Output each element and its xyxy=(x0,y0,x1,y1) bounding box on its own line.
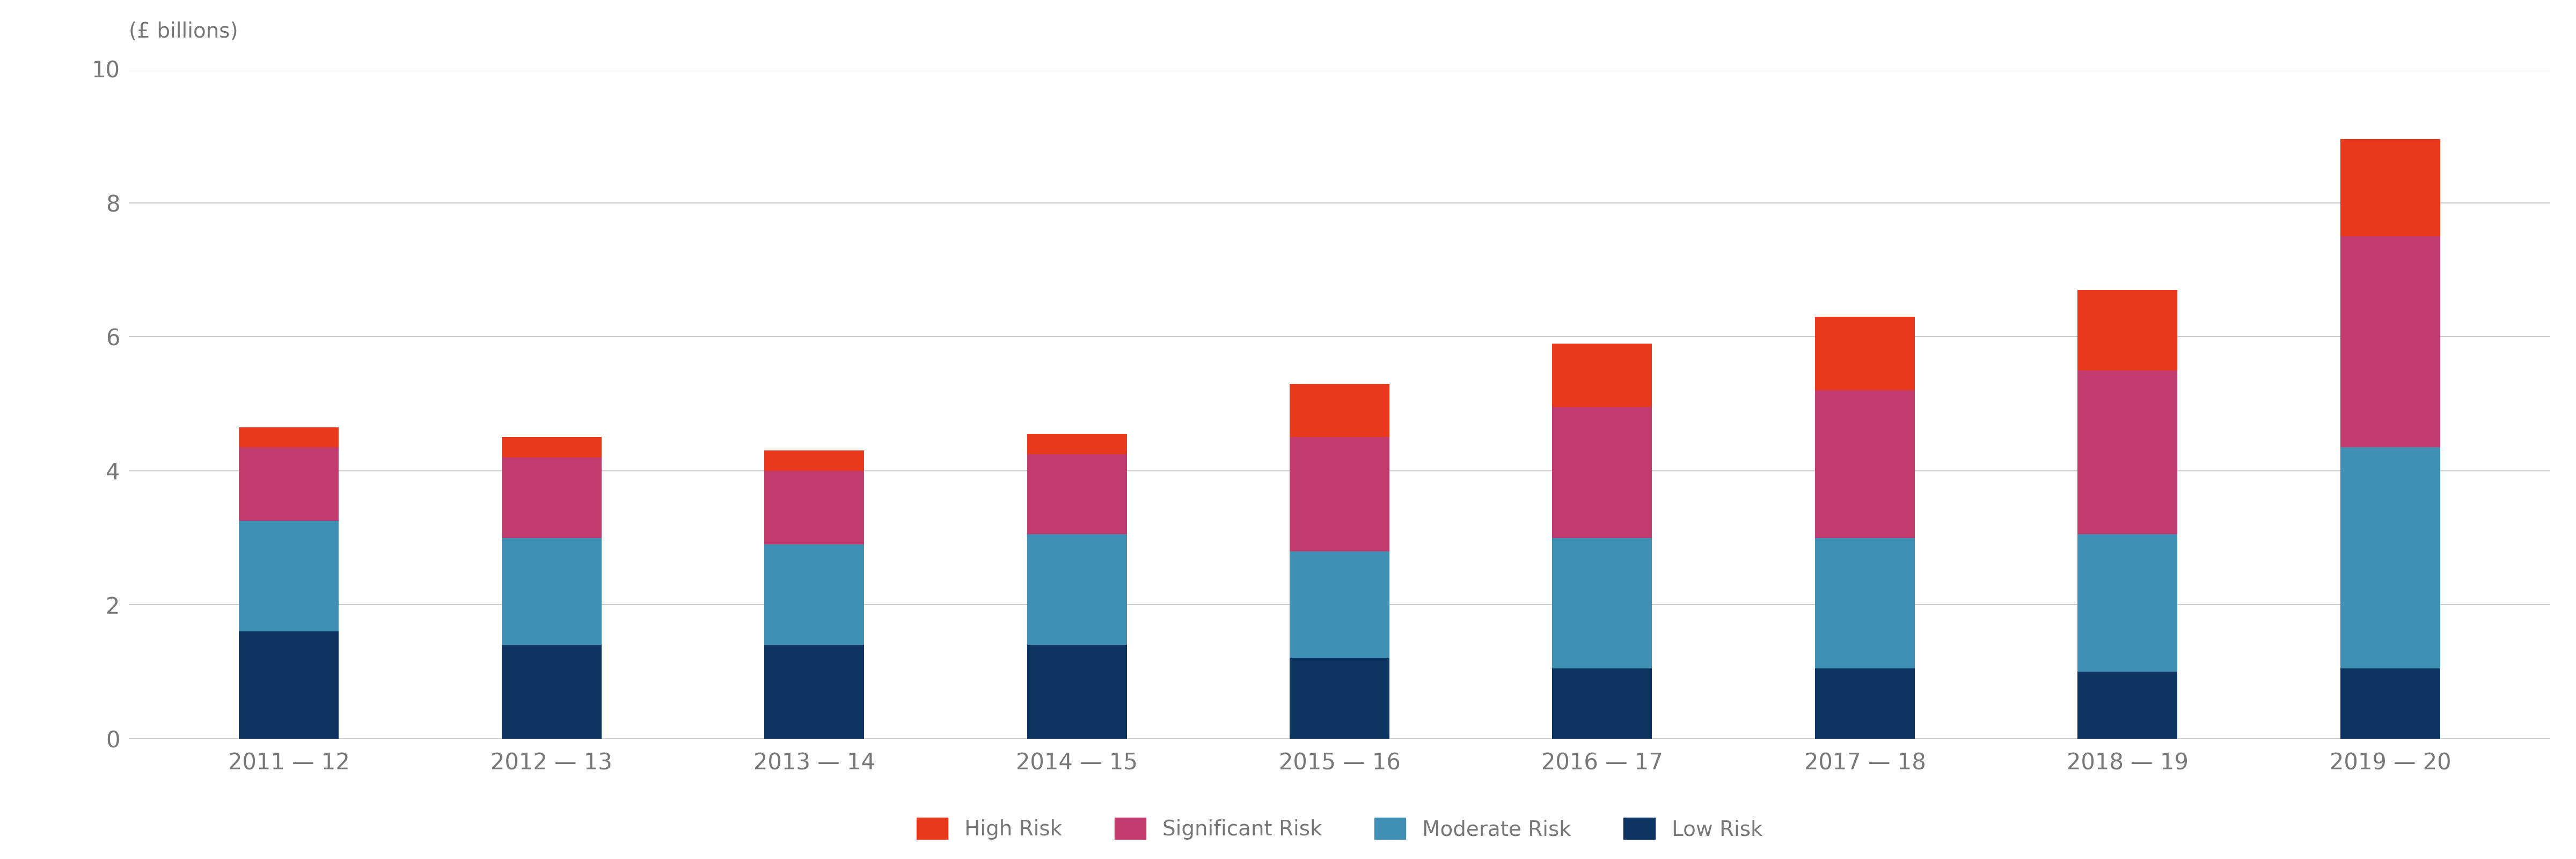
Bar xyxy=(240,427,337,448)
Bar xyxy=(1553,344,1651,407)
Bar xyxy=(765,451,863,471)
Bar xyxy=(765,471,863,545)
Bar xyxy=(2342,139,2439,236)
Bar xyxy=(2342,668,2439,739)
Bar xyxy=(765,545,863,645)
Bar xyxy=(1816,317,1914,390)
Bar xyxy=(502,437,600,457)
Bar xyxy=(1553,407,1651,538)
Bar xyxy=(502,645,600,739)
Bar xyxy=(2079,370,2177,534)
Bar xyxy=(1028,534,1126,645)
Bar xyxy=(1553,538,1651,668)
Bar xyxy=(1291,658,1388,739)
Bar xyxy=(1028,434,1126,454)
Bar xyxy=(2079,672,2177,739)
Bar xyxy=(240,631,337,739)
Text: (£ billions): (£ billions) xyxy=(129,21,237,42)
Bar xyxy=(1816,668,1914,739)
Bar xyxy=(1816,390,1914,538)
Bar xyxy=(1553,668,1651,739)
Bar xyxy=(240,521,337,631)
Bar xyxy=(765,645,863,739)
Bar xyxy=(502,457,600,538)
Bar xyxy=(1291,384,1388,437)
Bar xyxy=(1291,437,1388,551)
Bar xyxy=(2342,236,2439,448)
Legend: High Risk, Significant Risk, Moderate Risk, Low Risk: High Risk, Significant Risk, Moderate Ri… xyxy=(909,809,1770,848)
Bar xyxy=(1816,538,1914,668)
Bar xyxy=(2079,534,2177,672)
Bar xyxy=(1028,645,1126,739)
Bar xyxy=(1291,551,1388,658)
Bar xyxy=(1028,454,1126,534)
Bar xyxy=(502,538,600,645)
Bar xyxy=(2342,448,2439,668)
Bar xyxy=(240,448,337,521)
Bar xyxy=(2079,289,2177,370)
